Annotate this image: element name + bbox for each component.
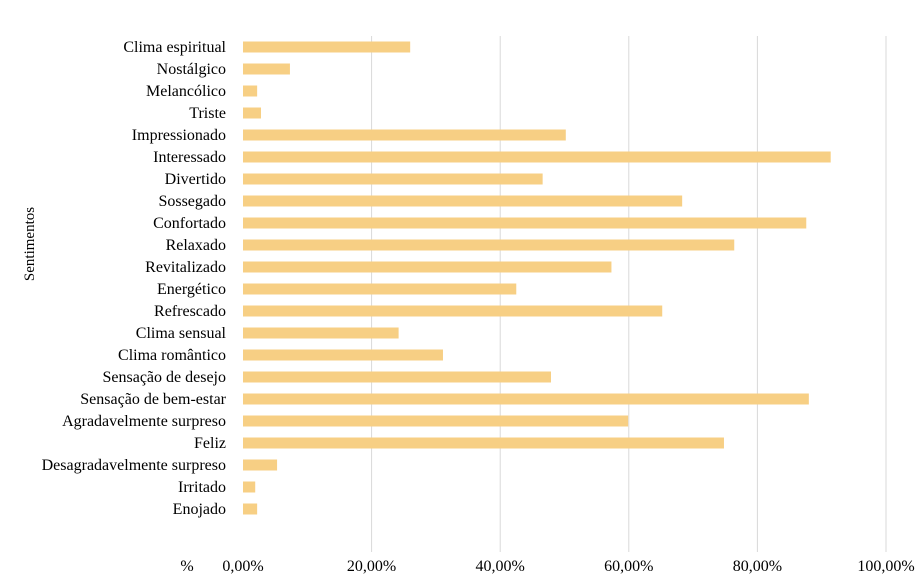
- category-label: Clima romântico: [118, 347, 226, 364]
- bar: [243, 415, 629, 427]
- category-label: Clima sensual: [136, 325, 227, 342]
- x-tick-label: 60,00%: [604, 558, 653, 575]
- bar: [243, 503, 258, 515]
- x-tick-label: 100,00%: [857, 558, 914, 575]
- x-axis-unit-label: %: [180, 558, 193, 575]
- category-labels: Clima espiritual Nostálgico Melancólico Tri…: [42, 39, 227, 518]
- category-label: Sensação de bem-estar: [80, 391, 226, 408]
- bar: [243, 173, 543, 185]
- bar: [243, 63, 290, 75]
- category-label: Refrescado: [154, 303, 226, 320]
- category-label: Enojado: [173, 501, 226, 518]
- category-label: Feliz: [194, 435, 226, 452]
- bar: [243, 217, 807, 229]
- bar: [243, 151, 831, 163]
- bar: [243, 283, 517, 295]
- category-label: Revitalizado: [145, 259, 226, 276]
- bar: [243, 41, 411, 53]
- category-label: Relaxado: [166, 237, 226, 254]
- category-label: Clima espiritual: [123, 39, 226, 56]
- bar: [243, 129, 566, 141]
- category-label: Sensação de desejo: [102, 369, 226, 386]
- category-label: Sossegado: [158, 193, 226, 210]
- bar: [243, 239, 735, 251]
- category-label: Desagradavelmente surpreso: [42, 457, 226, 474]
- x-tick-label: 0,00%: [222, 558, 263, 575]
- bar: [243, 371, 551, 383]
- bar: [243, 305, 663, 317]
- category-label: Interessado: [153, 149, 226, 166]
- bar: [243, 481, 256, 493]
- x-tick-labels: 0,00% 20,00% 40,00% 60,00% 80,00% 100,00%: [222, 558, 914, 575]
- bar: [243, 437, 724, 449]
- bar: [243, 393, 809, 405]
- gridlines: [371, 36, 887, 552]
- category-label: Melancólico: [146, 83, 226, 100]
- bar: [243, 327, 399, 339]
- category-label: Impressionado: [132, 127, 226, 144]
- x-tick-label: 80,00%: [733, 558, 782, 575]
- bar: [243, 349, 443, 361]
- x-tick-label: 40,00%: [476, 558, 525, 575]
- category-label: Irritado: [178, 479, 226, 496]
- bars: [243, 41, 831, 515]
- category-label: Nostálgico: [157, 61, 226, 78]
- category-label: Energético: [157, 281, 226, 298]
- bar: [243, 459, 278, 471]
- category-label: Agradavelmente surpreso: [62, 413, 226, 430]
- category-label: Triste: [189, 105, 226, 122]
- bar: [243, 107, 262, 119]
- x-tick-label: 20,00%: [347, 558, 396, 575]
- y-axis-title: Sentimentos: [22, 207, 38, 281]
- bar: [243, 85, 258, 97]
- category-label: Divertido: [165, 171, 226, 188]
- category-label: Confortado: [153, 215, 226, 232]
- bar: [243, 261, 612, 273]
- bar: [243, 195, 683, 207]
